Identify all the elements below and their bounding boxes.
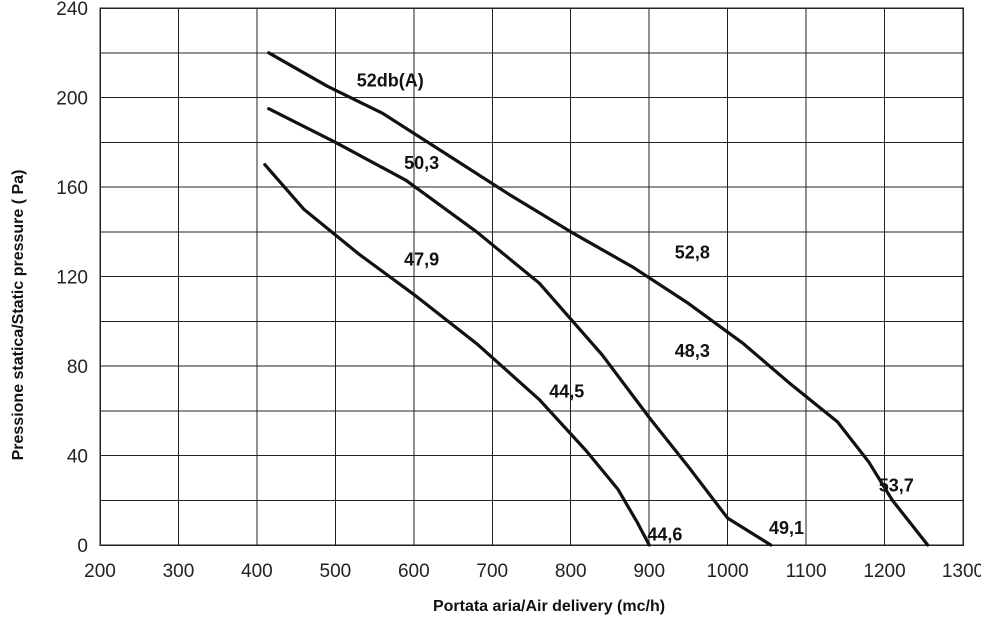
series-curve-2 (267, 107, 773, 547)
curve-label: 44,6 (647, 525, 682, 545)
x-tick-label: 700 (476, 561, 508, 582)
y-axis-title: Pressione statica/Static pressure ( Pa) (10, 170, 27, 461)
series-curve-1 (263, 163, 651, 547)
curve-label: 47,9 (404, 249, 439, 269)
annotations: 52db(A) 50,3 47,9 52,8 48,3 44,5 44,6 49,1 53,7 (357, 70, 914, 544)
x-tick-label: 1100 (786, 561, 827, 582)
y-tick-label: 40 (67, 447, 88, 468)
series-curve-3 (267, 51, 930, 547)
curve-label: 50,3 (404, 153, 439, 173)
x-tick-label: 600 (398, 561, 430, 582)
x-tick-label: 500 (320, 561, 352, 582)
curve-label: 52db(A) (357, 70, 424, 90)
x-tick-label: 1300 (942, 561, 981, 582)
curve-label: 49,1 (769, 518, 804, 538)
curve-label: 52,8 (675, 243, 710, 263)
y-tick-label: 0 (77, 536, 88, 557)
x-tick-label: 1000 (706, 561, 748, 582)
curves (263, 51, 930, 547)
y-tick-label: 80 (67, 357, 88, 378)
x-tick-label: 400 (241, 561, 273, 582)
curve-label: 53,7 (879, 475, 914, 495)
x-tick-label: 800 (555, 561, 587, 582)
x-tick-label: 1200 (863, 561, 905, 582)
x-axis-title: Portata aria/Air delivery (mc/h) (433, 598, 665, 615)
x-tick-label: 900 (633, 561, 665, 582)
plot-frame (99, 7, 964, 546)
x-tick-label: 200 (84, 561, 116, 582)
curve-label: 44,5 (549, 381, 584, 401)
y-tick-label: 200 (56, 89, 88, 110)
curve-label: 48,3 (675, 341, 710, 361)
tick-labels: 200 300 400 500 600 700 800 900 1000 1100 1200 1300… (56, 0, 981, 582)
y-tick-label: 240 (56, 0, 88, 20)
y-tick-label: 120 (56, 268, 88, 289)
y-tick-label: 160 (56, 178, 88, 199)
x-tick-label: 300 (163, 561, 195, 582)
